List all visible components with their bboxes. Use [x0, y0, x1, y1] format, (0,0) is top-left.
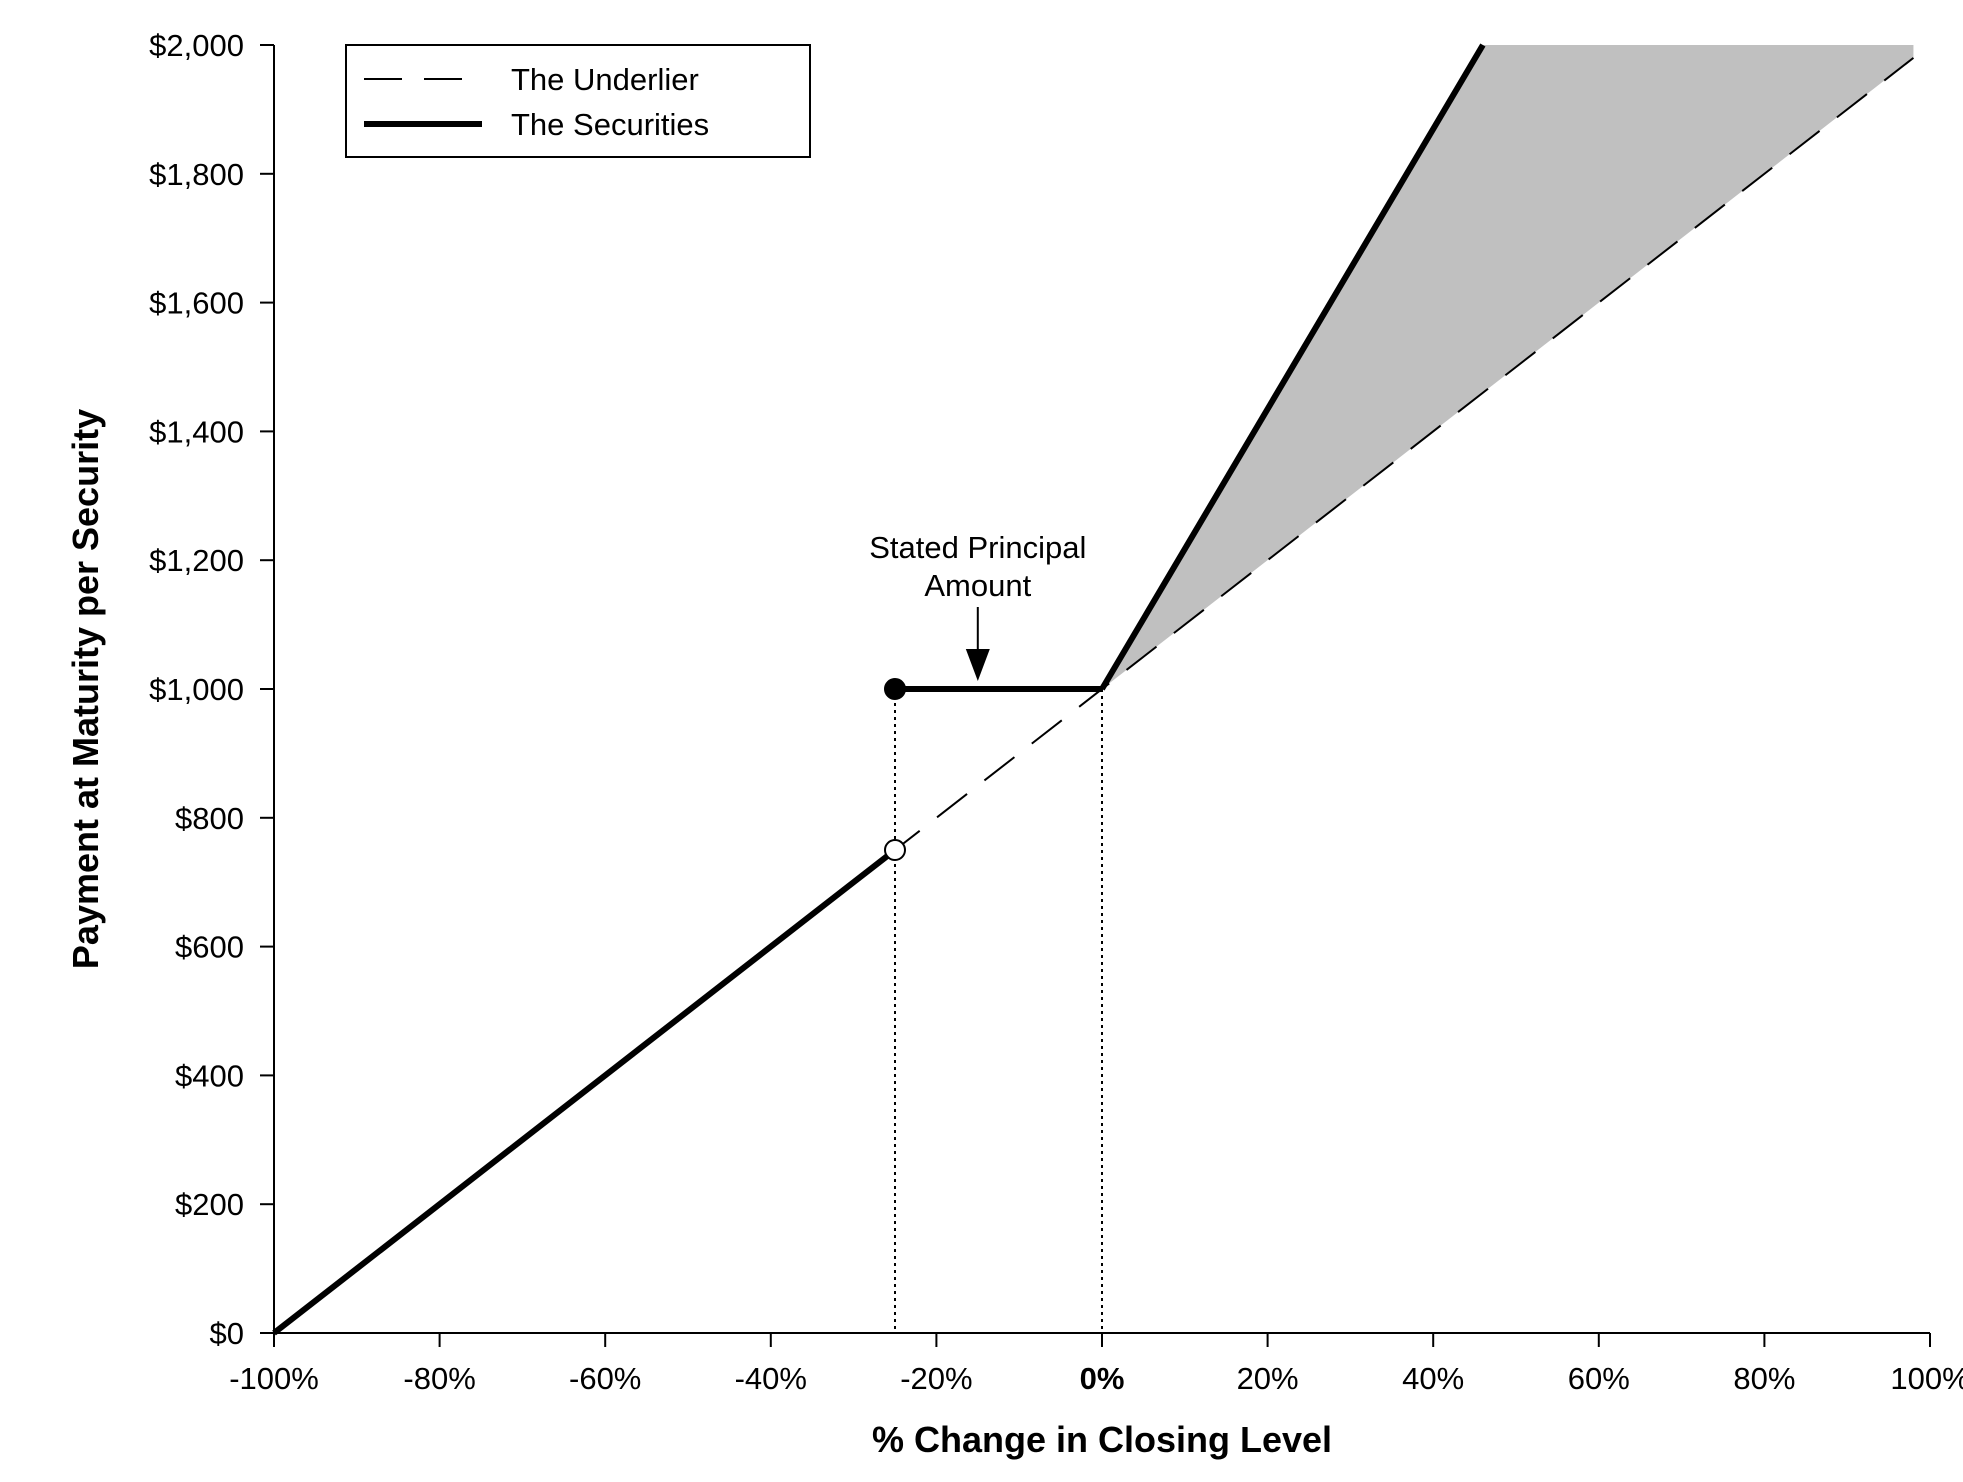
y-tick-label: $1,000 [149, 672, 244, 707]
x-tick-label: -40% [735, 1361, 807, 1396]
annotation-layer: Stated Principal Amount [869, 530, 1086, 681]
y-tick-label: $600 [175, 930, 244, 965]
x-axis-title: % Change in Closing Level [872, 1419, 1332, 1460]
x-tick-label: 40% [1402, 1361, 1464, 1396]
open-circle-marker [884, 839, 906, 861]
x-tick-label: 20% [1237, 1361, 1299, 1396]
y-axis-title: Payment at Maturity per Security [65, 409, 106, 969]
legend: The Underlier The Securities [345, 44, 811, 158]
x-tick-label: -20% [900, 1361, 972, 1396]
upside-shaded-region-layer [1102, 45, 1914, 689]
x-tick-label: 100% [1890, 1361, 1963, 1396]
axes-layer: -100% -80% -60% -40% -20% 0% 20% 40% 60% 80% 100% $… [149, 28, 1963, 1396]
legend-label-securities: The Securities [511, 107, 709, 142]
y-tick-label: $2,000 [149, 28, 244, 63]
filled-circle-marker [884, 678, 906, 700]
annotation-text-line-2: Amount [924, 568, 1031, 603]
y-tick-label: $200 [175, 1187, 244, 1222]
securities-line-segment [1099, 43, 1486, 691]
y-tick-label: $400 [175, 1058, 244, 1093]
securities-line-segment [272, 847, 897, 1336]
x-tick-label: 0% [1080, 1361, 1125, 1396]
y-tick-label: $1,600 [149, 286, 244, 321]
underlier-line [273, 57, 1915, 1334]
x-tick-label: -60% [569, 1361, 641, 1396]
series-layer [272, 43, 1915, 1336]
x-tick-label: -100% [229, 1361, 319, 1396]
y-tick-label: $1,400 [149, 414, 244, 449]
legend-box [345, 44, 811, 158]
shaded-region [1102, 45, 1914, 689]
y-tick-label: $0 [210, 1316, 244, 1351]
y-tick-label: $1,200 [149, 543, 244, 578]
annotation-arrow-head [965, 649, 990, 681]
x-tick-label: 60% [1568, 1361, 1630, 1396]
legend-label-underlier: The Underlier [511, 62, 699, 97]
y-tick-label: $1,800 [149, 157, 244, 192]
x-tick-label: 80% [1733, 1361, 1795, 1396]
annotation-text-line-1: Stated Principal [869, 530, 1086, 565]
y-tick-label: $800 [175, 801, 244, 836]
x-tick-label: -80% [403, 1361, 475, 1396]
